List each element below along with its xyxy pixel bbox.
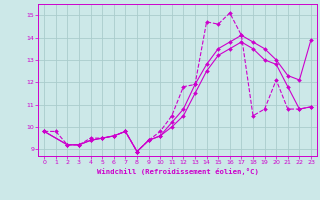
- X-axis label: Windchill (Refroidissement éolien,°C): Windchill (Refroidissement éolien,°C): [97, 168, 259, 175]
